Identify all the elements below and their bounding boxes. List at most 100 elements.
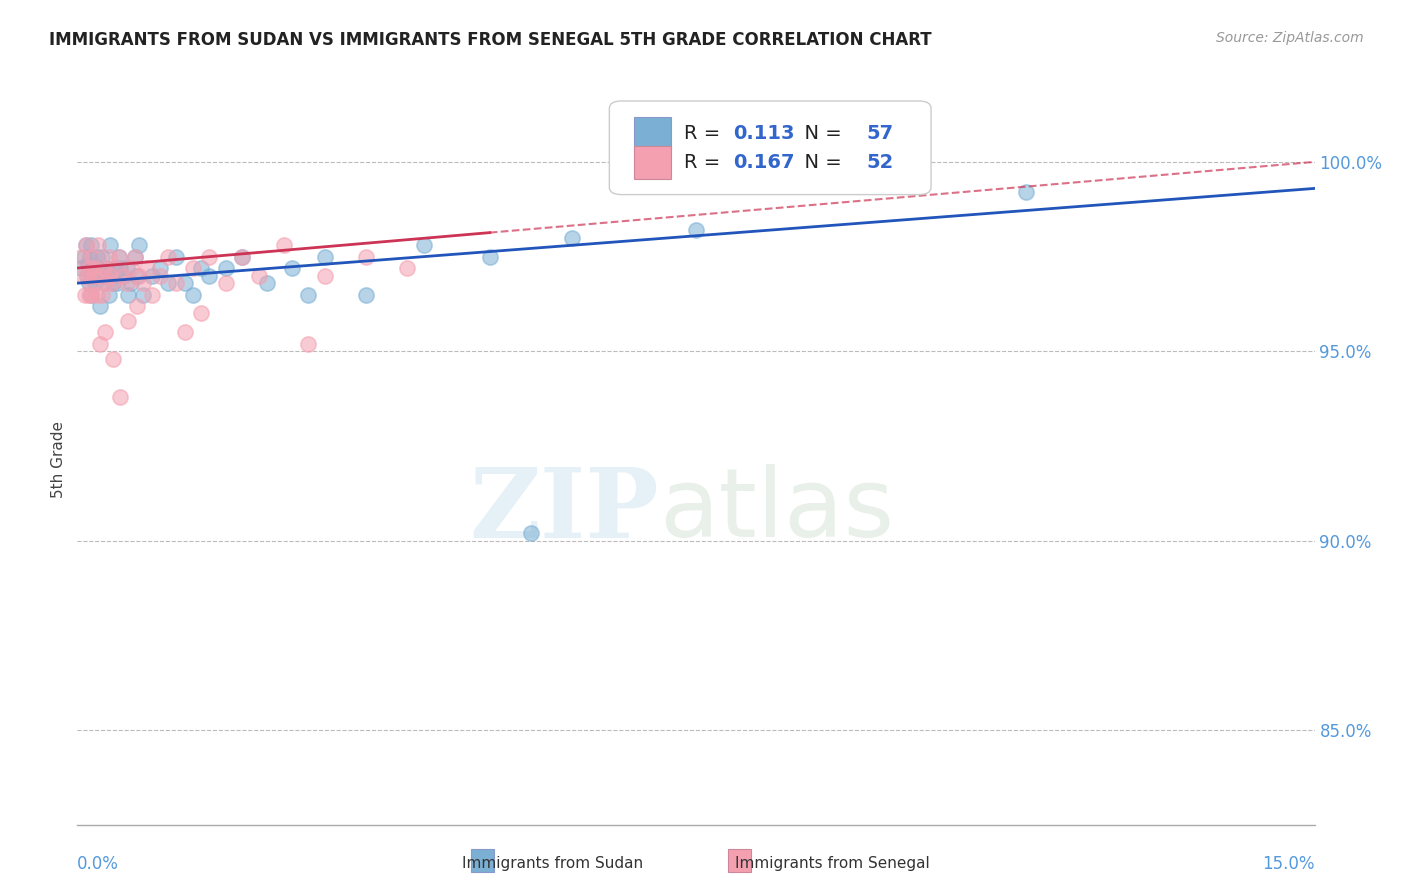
Point	[76, 268, 98, 283]
Point	[101, 276, 124, 290]
Point	[157, 250, 180, 264]
FancyBboxPatch shape	[728, 849, 751, 872]
Point	[412, 238, 434, 252]
Text: R =: R =	[683, 153, 725, 171]
Point	[149, 260, 172, 275]
FancyBboxPatch shape	[634, 117, 671, 150]
Point	[117, 287, 139, 301]
Point	[75, 238, 97, 252]
Point	[173, 326, 195, 340]
Point	[97, 250, 120, 264]
Point	[281, 260, 304, 275]
Point	[110, 390, 132, 404]
Point	[107, 250, 129, 264]
Point	[89, 299, 111, 313]
Point	[165, 250, 187, 264]
Text: 57: 57	[866, 124, 894, 143]
Point	[231, 250, 253, 264]
Point	[215, 276, 238, 290]
Point	[124, 250, 146, 264]
Point	[181, 260, 204, 275]
Point	[72, 268, 94, 283]
Point	[198, 268, 221, 283]
Point	[124, 250, 146, 264]
Point	[77, 257, 100, 271]
Point	[297, 287, 319, 301]
Point	[107, 250, 129, 264]
Point	[91, 287, 114, 301]
Text: 15.0%: 15.0%	[1263, 855, 1315, 873]
Text: N =: N =	[793, 153, 848, 171]
Point	[231, 250, 253, 264]
Point	[76, 268, 98, 283]
Point	[314, 250, 336, 264]
Point	[77, 287, 100, 301]
Point	[132, 287, 155, 301]
Point	[561, 230, 583, 244]
Point	[87, 238, 110, 252]
Point	[80, 238, 103, 252]
Point	[89, 336, 111, 351]
Point	[120, 260, 142, 275]
Point	[87, 268, 110, 283]
Point	[125, 268, 148, 283]
Point	[82, 268, 104, 283]
Text: 0.0%: 0.0%	[77, 855, 120, 873]
Point	[79, 250, 101, 264]
Point	[83, 260, 105, 275]
Text: Immigrants from Sudan: Immigrants from Sudan	[463, 856, 643, 871]
Point	[141, 287, 163, 301]
Point	[128, 238, 150, 252]
Point	[111, 268, 134, 283]
Point	[256, 276, 278, 290]
Point	[70, 250, 93, 264]
Point	[115, 260, 138, 275]
Point	[478, 250, 501, 264]
Point	[89, 260, 111, 275]
Point	[173, 276, 195, 290]
Point	[79, 260, 101, 275]
Point	[132, 276, 155, 290]
Text: IMMIGRANTS FROM SUDAN VS IMMIGRANTS FROM SENEGAL 5TH GRADE CORRELATION CHART: IMMIGRANTS FROM SUDAN VS IMMIGRANTS FROM…	[49, 31, 932, 49]
Point	[354, 250, 377, 264]
Point	[93, 326, 115, 340]
Point	[82, 250, 104, 264]
Point	[685, 223, 707, 237]
FancyBboxPatch shape	[609, 101, 931, 194]
Point	[273, 238, 295, 252]
Point	[181, 287, 204, 301]
Point	[111, 268, 134, 283]
Point	[91, 250, 114, 264]
Point	[215, 260, 238, 275]
Point	[101, 268, 124, 283]
Point	[125, 299, 148, 313]
Point	[128, 268, 150, 283]
Text: 0.167: 0.167	[733, 153, 794, 171]
Point	[165, 276, 187, 290]
Point	[190, 260, 212, 275]
Point	[84, 260, 107, 275]
Point	[115, 276, 138, 290]
Text: Source: ZipAtlas.com: Source: ZipAtlas.com	[1216, 31, 1364, 45]
Point	[103, 260, 125, 275]
Point	[520, 526, 543, 541]
Point	[105, 276, 128, 290]
Text: 0.113: 0.113	[733, 124, 794, 143]
Point	[98, 268, 121, 283]
Point	[110, 260, 132, 275]
Point	[149, 268, 172, 283]
Text: ZIP: ZIP	[470, 464, 659, 558]
Point	[314, 268, 336, 283]
Point	[101, 276, 124, 290]
Point	[86, 287, 108, 301]
Point	[190, 306, 212, 320]
Point	[96, 276, 118, 290]
Point	[117, 314, 139, 328]
Point	[84, 276, 107, 290]
Point	[75, 238, 97, 252]
Point	[93, 260, 115, 275]
Point	[136, 260, 159, 275]
Point	[396, 260, 419, 275]
Text: R =: R =	[683, 124, 725, 143]
Point	[198, 250, 221, 264]
